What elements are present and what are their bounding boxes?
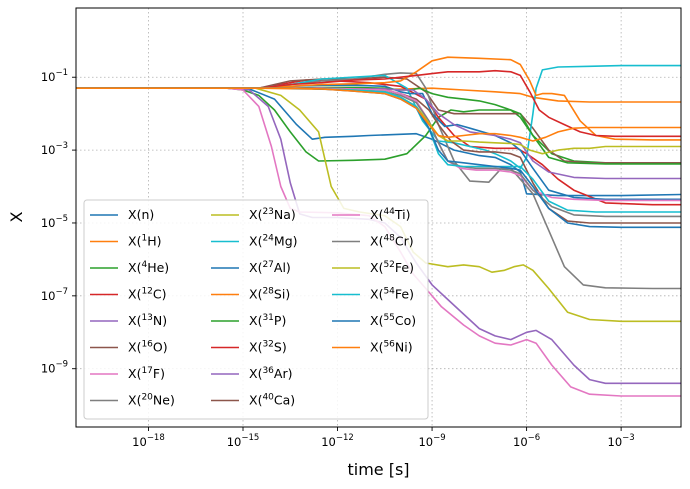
legend-label: X(n): [128, 207, 154, 222]
y-tick-label: 10−3: [41, 141, 68, 157]
x-tick-label: 10−18: [132, 433, 165, 449]
legend-item: X(12C): [90, 287, 167, 302]
legend-item: X(48Cr): [332, 234, 414, 249]
x-tick-label: 10−15: [227, 433, 260, 449]
legend-item: X(56Ni): [332, 340, 413, 355]
y-axis-label: X: [7, 211, 26, 222]
legend-label: X(24Mg): [249, 234, 298, 249]
x-tick-label: 10−9: [418, 433, 445, 449]
legend-box: [83, 199, 429, 420]
legend-label: X(31P): [249, 313, 286, 328]
legend-label: X(54Fe): [370, 287, 414, 302]
legend-item: X(28Si): [211, 287, 290, 302]
legend-label: X(36Ar): [249, 366, 292, 381]
y-tick-label: 10−5: [41, 214, 68, 230]
series-line-3: [76, 79, 681, 206]
legend-item: X(n): [90, 207, 154, 222]
legend-label: X(55Co): [370, 313, 416, 328]
legend-label: X(13N): [128, 313, 167, 328]
legend-label: X(12C): [128, 287, 167, 302]
legend-label: X(20Ne): [128, 393, 175, 408]
legend-item: X(1H): [90, 234, 161, 249]
y-tick-label: 10−9: [41, 360, 68, 376]
series-line-7: [76, 72, 681, 290]
series-line-13: [76, 69, 681, 138]
plot-frame: [75, 7, 682, 428]
legend-item: X(52Fe): [332, 260, 414, 275]
series-line-4: [76, 87, 681, 385]
legend-item: X(44Ti): [332, 207, 411, 222]
legend-label: X(1H): [128, 234, 161, 249]
legend-item: X(23Na): [211, 207, 296, 222]
legend-label: X(44Ti): [370, 207, 411, 222]
series-line-8: [76, 87, 681, 323]
legend-label: X(48Cr): [370, 234, 414, 249]
x-axis-label: time [s]: [347, 460, 409, 479]
y-tick-label: 10−7: [41, 287, 68, 303]
series-line-21: [76, 87, 681, 142]
legend-item: X(31P): [211, 313, 286, 328]
legend-label: X(28Si): [249, 287, 290, 302]
y-tick-label: 10−1: [41, 68, 68, 84]
legend-item: X(36Ar): [211, 366, 292, 381]
legend-label: X(23Na): [249, 207, 296, 222]
legend-label: X(27Al): [249, 260, 291, 275]
legend-item: X(55Co): [332, 313, 416, 328]
legend-item: X(40Ca): [211, 393, 295, 408]
x-tick-label: 10−3: [608, 433, 635, 449]
y-axis: 10−9 10−7 10−5 10−3 10−1: [41, 68, 76, 376]
legend-item: X(24Mg): [211, 234, 298, 249]
legend-label: X(40Ca): [249, 393, 295, 408]
legend-item: X(4He): [90, 260, 169, 275]
legend-label: X(4He): [128, 260, 169, 275]
legend-label: X(52Fe): [370, 260, 414, 275]
x-axis: 10−18 10−15 10−12 10−9 10−6 10−3: [132, 427, 635, 449]
legend-item: X(32S): [211, 340, 287, 355]
legend-item: X(54Fe): [332, 287, 414, 302]
legend-item: X(16O): [90, 340, 168, 355]
legend-label: X(17F): [128, 366, 165, 381]
legend-item: X(17F): [90, 366, 165, 381]
legend-label: X(16O): [128, 340, 168, 355]
legend-item: X(27Al): [211, 260, 291, 275]
legend: X(n) X(1H) X(4He) X(12C) X(13N) X(16O) X(17F) X…: [83, 199, 429, 420]
series-line-5: [76, 76, 681, 164]
x-tick-label: 10−6: [513, 433, 540, 449]
legend-item: X(20Ne): [90, 393, 175, 408]
legend-item: X(13N): [90, 313, 167, 328]
series-line-9: [76, 64, 681, 170]
legend-label: X(32S): [249, 340, 287, 355]
series-line-11: [76, 56, 681, 141]
x-tick-label: 10−12: [321, 433, 354, 449]
legend-label: X(56Ni): [370, 340, 413, 355]
series-lines: [76, 56, 681, 397]
